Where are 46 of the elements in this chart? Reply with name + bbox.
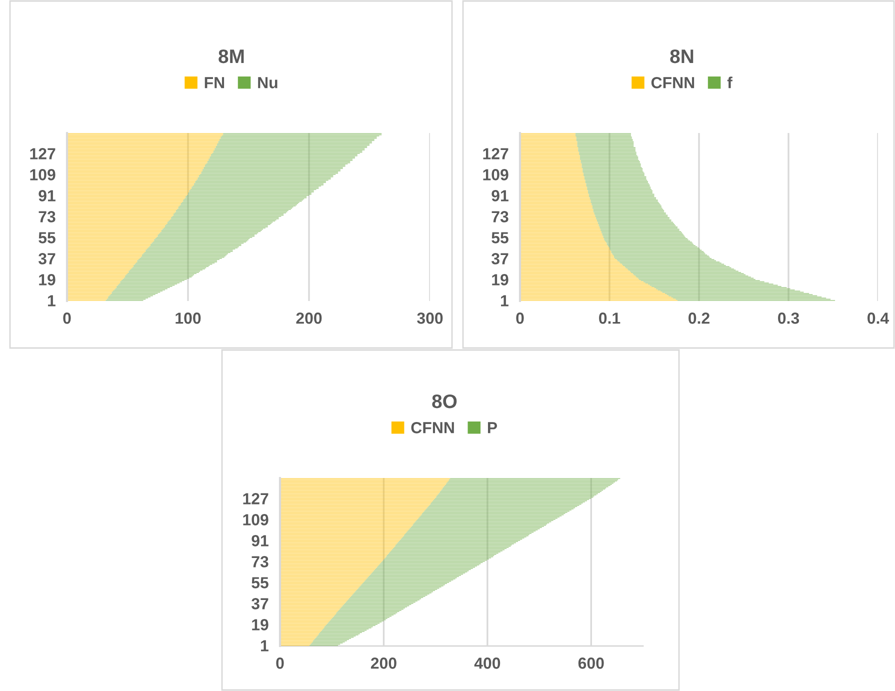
- x-tick-label: 200: [370, 658, 396, 669]
- y-tick-label: 109: [30, 169, 56, 180]
- y-tick-label: 1: [48, 295, 56, 306]
- x-tick-label: 0.4: [868, 312, 890, 324]
- y-tick-label: 19: [39, 274, 56, 286]
- y-tick-label: 73: [492, 211, 508, 222]
- y-tick-label: 55: [38, 232, 56, 244]
- y-tick-label: 19: [492, 274, 508, 286]
- legend-label: FN: [204, 77, 224, 88]
- y-tick-label: 127: [30, 148, 56, 160]
- y-tick-label: 55: [252, 577, 268, 588]
- y-tick-label: 73: [38, 211, 56, 222]
- y-tick-label: 37: [38, 253, 56, 264]
- legend-label: Nu: [258, 77, 278, 88]
- legend-label: CFNN: [411, 422, 454, 434]
- y-tick-label: 91: [252, 535, 268, 546]
- y-tick-label: 109: [243, 514, 268, 526]
- y-tick-label: 1: [501, 295, 508, 306]
- x-tick-label: 0.1: [599, 312, 620, 324]
- x-tick-label: 0.3: [778, 312, 800, 324]
- chart-title: 8N: [670, 49, 694, 64]
- y-tick-label: 127: [243, 493, 268, 504]
- y-tick-label: 91: [38, 190, 56, 202]
- x-tick-label: 0: [276, 658, 284, 669]
- y-tick-label: 37: [491, 253, 508, 264]
- x-tick-label: 100: [176, 312, 201, 324]
- y-tick-label: 127: [483, 148, 508, 160]
- y-tick-label: 73: [252, 556, 268, 568]
- x-tick-label: 600: [578, 658, 604, 669]
- x-tick-label: 300: [417, 312, 443, 324]
- x-tick-label: 0: [63, 312, 71, 324]
- legend-label: P: [488, 422, 498, 434]
- y-tick-label: 55: [492, 232, 508, 244]
- chart-title: 8O: [432, 394, 457, 408]
- y-tick-label: 91: [492, 190, 508, 202]
- x-tick-label: 200: [296, 312, 322, 324]
- legend-label: CFNN: [651, 77, 694, 88]
- y-tick-label: 1: [261, 640, 268, 652]
- y-tick-label: 109: [483, 169, 508, 180]
- y-tick-label: 37: [251, 598, 268, 610]
- x-tick-label: 400: [474, 658, 500, 669]
- x-tick-label: 0.2: [688, 312, 710, 324]
- legend-label: f: [727, 76, 732, 88]
- x-tick-label: 0: [516, 312, 524, 324]
- chart-title: 8M: [218, 49, 244, 64]
- y-tick-label: 19: [252, 619, 268, 630]
